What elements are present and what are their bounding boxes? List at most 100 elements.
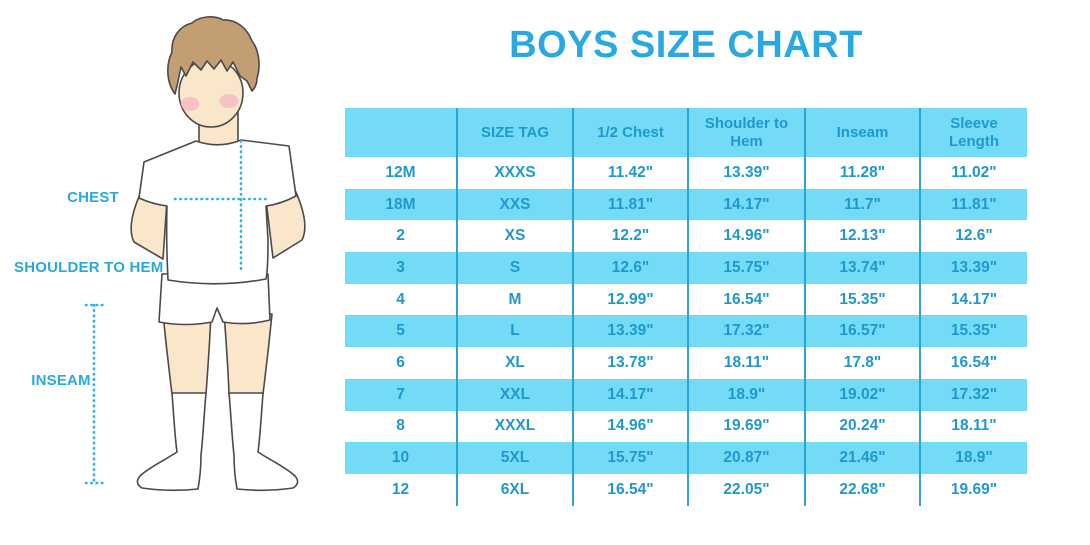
sleeve-length-cell: 15.35" [950, 322, 998, 340]
sleeve-length-cell: 16.54" [950, 353, 998, 371]
table-row: 3 S 12.6" 15.75" 13.74" 13.39" [345, 252, 1027, 284]
size-label-cell: 12 [345, 473, 458, 506]
inseam-cell: 22.68" [805, 473, 921, 506]
table-row: 8 XXXL 14.96" 19.69" 20.24" 18.11" [345, 410, 1027, 443]
boy-hair [167, 16, 260, 95]
chest-label: CHEST [67, 189, 119, 206]
shoulder-to-hem-cell: 20.87" [688, 442, 806, 474]
size-tag-cell: XL [457, 347, 574, 379]
half-chest-cell: 11.42" [573, 157, 689, 189]
inseam-measure-line [84, 303, 105, 485]
table-row: 12M XXXS 11.42" 13.39" 11.28" 11.02" [345, 157, 1027, 189]
shoulder-to-hem-cell: 16.54" [688, 283, 806, 316]
inseam-cell: 21.46" [805, 442, 921, 474]
sleeve-length-cell: 13.39" [950, 258, 998, 276]
sleeve-length-cell: 18.9" [955, 449, 993, 467]
half-chest-cell: 15.75" [573, 442, 689, 474]
inseam-cell: 16.57" [805, 315, 921, 348]
size-label-cell: 2 [345, 220, 458, 253]
header-shoulder-to-hem: Shoulder to Hem [688, 108, 806, 157]
table-row: 5 L 13.39" 17.32" 16.57" 15.35" [345, 315, 1027, 348]
table-row: 7 XXL 14.17" 18.9" 19.02" 17.32" [345, 378, 1027, 411]
half-chest-cell: 11.81" [573, 188, 689, 221]
boy-shirt [138, 139, 297, 285]
size-tag-cell: XXXS [457, 157, 574, 189]
size-tag-cell: XXS [457, 188, 574, 221]
inseam-cell: 12.13" [805, 220, 921, 253]
shoulder-to-hem-cell: 18.9" [688, 378, 806, 411]
half-chest-cell: 14.17" [573, 378, 689, 411]
size-label-cell: 8 [345, 410, 458, 443]
boy-left-sock [136, 392, 207, 492]
size-label-cell: 10 [345, 442, 458, 474]
inseam-cell: 20.24" [805, 410, 921, 443]
boy-right-sock [228, 392, 299, 492]
size-tag-cell: M [457, 283, 574, 316]
size-tag-cell: L [457, 315, 574, 348]
table-row: 2 XS 12.2" 14.96" 12.13" 12.6" [345, 220, 1027, 253]
size-label-cell: 6 [345, 347, 458, 379]
size-tag-cell: XXXL [457, 410, 574, 443]
page-title: BOYS SIZE CHART [509, 24, 863, 66]
measurement-diagram: CHEST SHOULDER TO HEM INSEAM [0, 0, 340, 545]
sleeve-length-cell: 19.69" [950, 480, 998, 498]
inseam-cell: 19.02" [805, 378, 921, 411]
sleeve-length-cell: 12.6" [955, 227, 993, 245]
half-chest-cell: 13.39" [573, 315, 689, 348]
boy-right-arm [265, 189, 306, 259]
table-row: 18M XXS 11.81" 14.17" 11.7" 11.81" [345, 188, 1027, 221]
header-row: SIZE TAG 1/2 Chest Shoulder to Hem Insea… [345, 108, 1027, 157]
header-half-chest: 1/2 Chest [573, 108, 689, 157]
shoulder-to-hem-cell: 18.11" [688, 347, 806, 379]
size-label-cell: 4 [345, 283, 458, 316]
shoulder-to-hem-cell: 22.05" [688, 473, 806, 506]
shoulder-to-hem-cell: 14.96" [688, 220, 806, 253]
half-chest-cell: 12.99" [573, 283, 689, 316]
table-row: 10 5XL 15.75" 20.87" 21.46" 18.9" [345, 442, 1027, 474]
size-table: SIZE TAG 1/2 Chest Shoulder to Hem Insea… [345, 108, 1027, 506]
header-inseam: Inseam [805, 108, 921, 157]
size-label-cell: 5 [345, 315, 458, 348]
shoulder-to-hem-cell: 15.75" [688, 252, 806, 284]
header-size-tag: SIZE TAG [457, 108, 574, 157]
boy-left-arm [130, 191, 168, 260]
inseam-cell: 15.35" [805, 283, 921, 316]
half-chest-cell: 12.2" [573, 220, 689, 253]
size-label-cell: 7 [345, 378, 458, 411]
sleeve-length-cell: 17.32" [950, 385, 998, 403]
size-label-cell: 3 [345, 252, 458, 284]
sleeve-length-cell: 11.02" [951, 163, 997, 181]
inseam-cell: 13.74" [805, 252, 921, 284]
table-row: 4 M 12.99" 16.54" 15.35" 14.17" [345, 283, 1027, 316]
half-chest-cell: 12.6" [573, 252, 689, 284]
size-tag-cell: 5XL [457, 442, 574, 474]
shoulder-to-hem-cell: 17.32" [688, 315, 806, 348]
size-tag-cell: S [457, 252, 574, 284]
sleeve-length-cell: 11.81" [951, 195, 997, 213]
inseam-label: INSEAM [31, 372, 91, 389]
half-chest-cell: 14.96" [573, 410, 689, 443]
shoulder-to-hem-cell: 13.39" [688, 157, 806, 189]
size-table-body: 12M XXXS 11.42" 13.39" 11.28" 11.02" 18M XXS 11.… [345, 157, 1027, 506]
header-sleeve-length: Sleeve Length [920, 108, 1027, 157]
header-size [345, 108, 458, 157]
inseam-cell: 17.8" [805, 347, 921, 379]
size-tag-cell: XXL [457, 378, 574, 411]
table-row: 12 6XL 16.54" 22.05" 22.68" 19.69" [345, 473, 1027, 506]
shoulder-to-hem-cell: 14.17" [688, 188, 806, 221]
shoulder-to-hem-cell: 19.69" [688, 410, 806, 443]
boy-right-leg [223, 311, 273, 395]
half-chest-cell: 13.78" [573, 347, 689, 379]
shoulder-to-hem-label: SHOULDER TO HEM [14, 259, 164, 276]
inseam-cell: 11.7" [805, 188, 921, 221]
size-tag-cell: 6XL [457, 473, 574, 506]
boy-shorts [158, 273, 271, 326]
boy-illustration [84, 16, 306, 492]
half-chest-cell: 16.54" [573, 473, 689, 506]
sleeve-length-cell: 18.11" [951, 417, 997, 435]
inseam-cell: 11.28" [805, 157, 921, 189]
size-table-header: SIZE TAG 1/2 Chest Shoulder to Hem Insea… [345, 108, 1027, 157]
table-row: 6 XL 13.78" 18.11" 17.8" 16.54" [345, 347, 1027, 379]
sleeve-length-cell: 14.17" [950, 290, 998, 308]
size-tag-cell: XS [457, 220, 574, 253]
